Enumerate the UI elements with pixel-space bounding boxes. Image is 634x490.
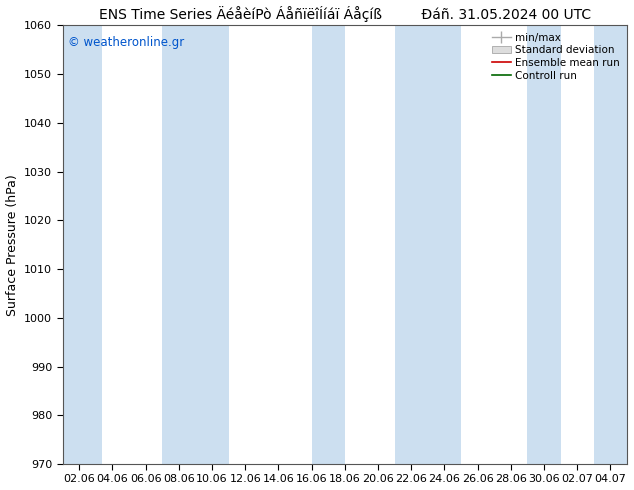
Y-axis label: Surface Pressure (hPa): Surface Pressure (hPa) bbox=[6, 174, 18, 316]
Bar bbox=[63, 25, 103, 464]
Text: © weatheronline.gr: © weatheronline.gr bbox=[68, 36, 184, 49]
Bar bbox=[594, 25, 627, 464]
Bar bbox=[162, 25, 229, 464]
Bar bbox=[312, 25, 345, 464]
Legend: min/max, Standard deviation, Ensemble mean run, Controll run: min/max, Standard deviation, Ensemble me… bbox=[490, 31, 622, 83]
Title: ENS Time Series ÄéåèíPò ÁåñïëîÍíáï Áåçíß         Ðáñ. 31.05.2024 00 UTC: ENS Time Series ÄéåèíPò ÁåñïëîÍíáï Áåçíß… bbox=[99, 5, 591, 22]
Bar bbox=[394, 25, 461, 464]
Bar bbox=[527, 25, 560, 464]
